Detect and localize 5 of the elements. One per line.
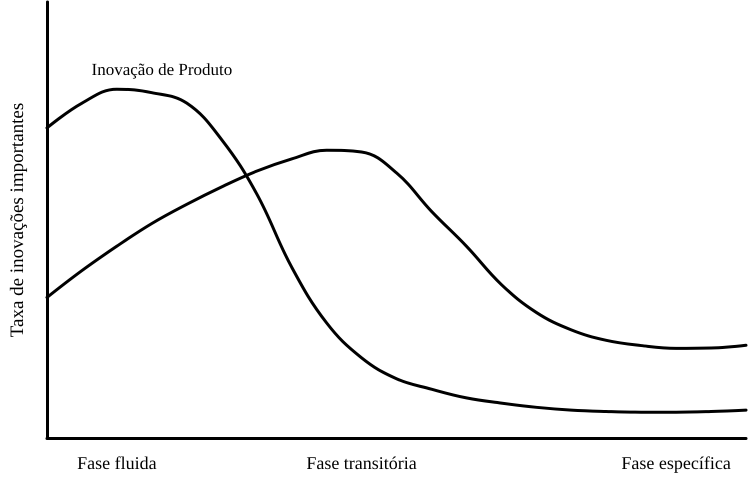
y-axis-title: Taxa de inovações importantes — [7, 102, 28, 338]
x-tick-label: Fase fluida — [77, 453, 157, 473]
series-label: Inovação de Produto — [92, 60, 232, 80]
x-tick-label: Fase transitória — [306, 453, 417, 473]
x-tick-label: Fase específica — [621, 453, 731, 473]
